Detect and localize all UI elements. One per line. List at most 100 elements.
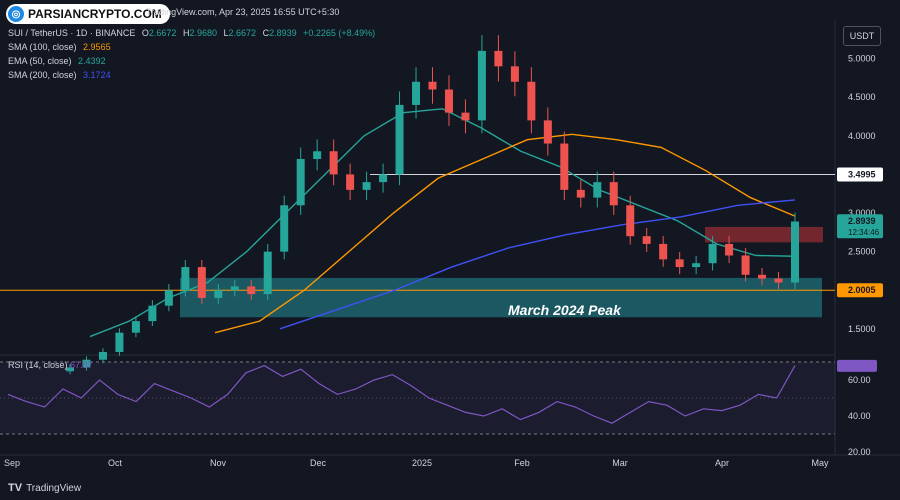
tradingview-logo-icon: TV: [8, 482, 23, 494]
candle-body: [280, 205, 289, 252]
candle-body: [494, 50, 503, 67]
candle-body: [230, 286, 239, 291]
candle-body: [725, 243, 734, 256]
candle-body: [527, 81, 536, 121]
rsi-band: [0, 362, 835, 434]
y-tick-label: 4.5000: [848, 92, 876, 102]
candle-body: [214, 290, 223, 298]
price-label-box: [837, 167, 883, 182]
tradingview-footer[interactable]: TV TradingView: [8, 482, 81, 494]
candle-body: [329, 151, 338, 175]
candle-body: [560, 143, 569, 190]
candle-body: [741, 255, 750, 275]
candle-body: [346, 174, 355, 190]
candle-body: [758, 274, 767, 279]
rsi-value-box: [837, 359, 877, 372]
rsi-tick-label: 60.00: [848, 375, 871, 385]
x-tick-label: Feb: [514, 458, 530, 468]
x-tick-label: Dec: [310, 458, 327, 468]
indicator-sma100[interactable]: SMA (100, close) 2.9565: [8, 42, 115, 52]
x-tick-label: Apr: [715, 458, 729, 468]
candle-body: [576, 189, 585, 198]
candle-body: [774, 278, 783, 283]
candle-body: [362, 182, 371, 190]
price-label-box: [837, 283, 883, 298]
candle-body: [181, 267, 190, 291]
candle-body: [197, 267, 206, 298]
y-tick-label: 2.5000: [848, 247, 876, 257]
indicator-value: 2.9565: [83, 42, 111, 52]
candle-body: [296, 158, 305, 206]
brand-logo: ◎ PARSIANCRYPTO.COM: [6, 4, 170, 24]
candle-body: [510, 66, 519, 82]
x-tick-label: Sep: [4, 458, 20, 468]
low-value: L2.6672: [223, 28, 257, 38]
candle-body: [131, 321, 140, 333]
brand-mark-icon: ◎: [8, 6, 24, 22]
candle-body: [642, 236, 651, 244]
y-tick-label: 4.0000: [848, 131, 876, 141]
rsi-legend[interactable]: RSI (14, close) 67.87: [8, 360, 93, 370]
indicator-value: 3.1724: [83, 70, 111, 80]
candle-body: [791, 221, 799, 283]
candle-body: [444, 89, 453, 113]
price-label: 2.8939: [848, 216, 876, 226]
candle-body: [82, 359, 91, 368]
candle-body: [395, 104, 404, 175]
price-label: 2.0005: [848, 285, 876, 295]
candle-body: [412, 81, 421, 105]
candle-body: [263, 251, 272, 295]
ema50-line: [89, 108, 796, 338]
change-value: +0.2265 (+8.49%): [303, 28, 376, 38]
sma200-line: [279, 199, 796, 330]
indicator-ema50[interactable]: EMA (50, close) 2.4392: [8, 56, 110, 66]
rsi-label: RSI (14, close): [8, 360, 68, 370]
rsi-line: [7, 364, 796, 424]
x-tick-label: Mar: [612, 458, 628, 468]
indicator-label: SMA (200, close): [8, 70, 77, 80]
open-value: O2.6672: [141, 28, 177, 38]
tradingview-label: TradingView: [26, 482, 82, 494]
price-label-box: [837, 214, 883, 239]
rsi-tick-label: 40.00: [848, 411, 871, 421]
zone-annotation: March 2024 Peak: [508, 302, 621, 318]
candle-body: [115, 332, 124, 352]
candle-body: [477, 50, 486, 121]
resistance-zone: [705, 226, 823, 243]
indicator-label: SMA (100, close): [8, 42, 77, 52]
symbol-label: SUI / TetherUS · 1D · BINANCE: [8, 28, 136, 38]
candle-body: [675, 259, 684, 268]
price-countdown: 12:34:46: [848, 228, 880, 237]
indicator-sma200[interactable]: SMA (200, close) 3.1724: [8, 70, 115, 80]
indicator-value: 2.4392: [78, 56, 106, 66]
candle-body: [692, 263, 701, 268]
rsi-tick-label: 20.00: [848, 447, 871, 457]
candle-body: [98, 352, 107, 360]
support-zone: [180, 277, 822, 318]
candle-body: [626, 205, 635, 237]
y-tick-label: 1.5000: [848, 324, 876, 334]
x-tick-label: 2025: [412, 458, 432, 468]
candle-body: [659, 243, 668, 260]
chart-source: TradingView.com, Apr 23, 2025 16:55 UTC+…: [146, 7, 340, 17]
price-label: 3.4995: [848, 169, 876, 179]
y-tick-label: 5.0000: [848, 54, 876, 64]
ohlc-row: SUI / TetherUS · 1D · BINANCE O2.6672 H2…: [8, 28, 379, 38]
candle-body: [461, 112, 470, 121]
candle-body: [148, 305, 157, 322]
close-value: C2.8939: [262, 28, 297, 38]
brand-name: PARSIANCRYPTO.COM: [28, 7, 162, 21]
high-value: H2.9680: [182, 28, 217, 38]
candle-body: [247, 286, 256, 295]
currency-unit-button[interactable]: USDT: [843, 26, 881, 46]
candle-body: [543, 120, 552, 144]
candle-body: [66, 367, 74, 372]
candle-body: [428, 81, 437, 90]
candle-body: [379, 174, 388, 183]
candle-body: [593, 182, 602, 198]
candle-body: [708, 243, 717, 264]
x-tick-label: Oct: [108, 458, 123, 468]
x-tick-label: May: [811, 458, 829, 468]
candle-body: [313, 151, 322, 159]
x-tick-label: Nov: [210, 458, 227, 468]
